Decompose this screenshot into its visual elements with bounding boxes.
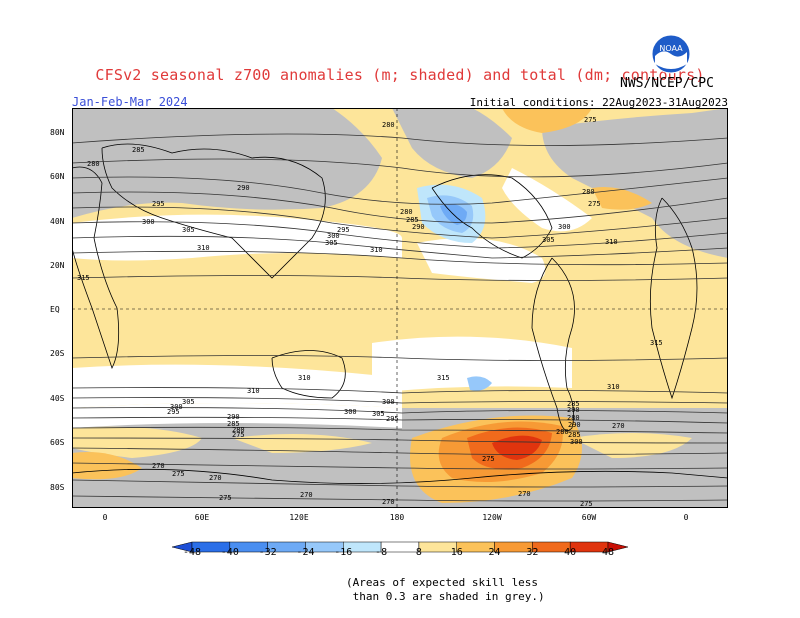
contour-label: 300 bbox=[344, 408, 357, 416]
contour-label: 295 bbox=[152, 200, 165, 208]
skill-footnote: (Areas of expected skill less than 0.3 a… bbox=[346, 576, 545, 603]
noaa-logo-text: NOAA bbox=[659, 44, 683, 53]
lon-label-120e: 120E bbox=[289, 513, 309, 522]
contour-label: 290 bbox=[237, 184, 250, 192]
contour-label: 310 bbox=[605, 238, 618, 246]
contour-label: 275 bbox=[588, 200, 601, 208]
contour-label: 270 bbox=[612, 422, 625, 430]
contour-label: 275 bbox=[482, 455, 495, 463]
lat-label-80s: 80S bbox=[50, 483, 65, 492]
lon-label-180: 180 bbox=[389, 513, 405, 522]
colorbar-arrow-right bbox=[607, 541, 628, 553]
contour-label: 290 bbox=[567, 406, 580, 414]
contour-label: 290 bbox=[412, 223, 425, 231]
colorbar-tick-label: -16 bbox=[334, 547, 353, 558]
contour-label: 275 bbox=[584, 116, 597, 124]
map-canvas: 280 275 285 280 290 295 300 305 310 315 … bbox=[72, 108, 728, 508]
colorbar-tick-label: 48 bbox=[601, 547, 615, 558]
contour-label: 280 bbox=[582, 188, 595, 196]
lat-label-60s: 60S bbox=[50, 438, 65, 447]
lon-label-0-east: 0 bbox=[683, 513, 689, 522]
contour-label: 275 bbox=[232, 431, 245, 439]
contour-label: 285 bbox=[132, 146, 145, 154]
contour-label: 280 bbox=[382, 121, 395, 129]
chart-title: CFSv2 seasonal z700 anomalies (m; shaded… bbox=[95, 66, 705, 84]
contour-label: 280 bbox=[567, 414, 580, 422]
contour-label: 305 bbox=[182, 398, 195, 406]
colorbar-tick-label: 40 bbox=[564, 547, 577, 558]
contour-label: 310 bbox=[370, 246, 383, 254]
contour-label: 290 bbox=[568, 421, 581, 429]
lon-label-0: 0 bbox=[102, 513, 108, 522]
contour-label: 295 bbox=[167, 408, 180, 416]
agency-label: NWS/NCEP/CPC bbox=[620, 76, 714, 91]
contour-label: 305 bbox=[542, 236, 555, 244]
contours bbox=[72, 133, 728, 502]
colorbar-tick-label: 16 bbox=[450, 547, 463, 558]
reference-lines bbox=[72, 108, 728, 508]
contour-label: 270 bbox=[152, 462, 165, 470]
contour-label: 300 bbox=[142, 218, 155, 226]
season-label: Jan-Feb-Mar 2024 bbox=[72, 95, 188, 109]
contour-label: 285 bbox=[227, 420, 240, 428]
contour-label: 310 bbox=[247, 387, 260, 395]
colorbar-tick-label: -40 bbox=[220, 547, 239, 558]
colorbar-tick-label: 32 bbox=[526, 547, 539, 558]
contour-label: 300 bbox=[170, 403, 183, 411]
lon-label-60e: 60E bbox=[194, 513, 210, 522]
contour-label: 285 bbox=[406, 216, 419, 224]
colorbar-tick-label: -8 bbox=[375, 547, 388, 558]
contour-label: 315 bbox=[650, 339, 663, 347]
colorbar-tick-label: -48 bbox=[182, 547, 202, 558]
contour-label: 280 bbox=[556, 428, 569, 436]
contour-label: 290 bbox=[227, 413, 240, 421]
colorbar-tick-label: -32 bbox=[258, 547, 277, 558]
contour-label-group: 280 275 285 280 290 295 300 305 310 315 … bbox=[77, 116, 663, 508]
lon-label-60w: 60W bbox=[581, 513, 597, 522]
lat-label-20n: 20N bbox=[50, 261, 65, 270]
colorbar-tick-label: 8 bbox=[415, 547, 422, 558]
contour-label: 295 bbox=[386, 415, 399, 423]
lat-label-40n: 40N bbox=[50, 217, 65, 226]
initial-conditions-label: Initial conditions: 22Aug2023-31Aug2023 bbox=[469, 96, 728, 109]
contour-label: 305 bbox=[372, 410, 385, 418]
contour-label: 310 bbox=[607, 383, 620, 391]
lat-label-40s: 40S bbox=[50, 394, 65, 403]
colorbar-tick-label: 24 bbox=[488, 547, 501, 558]
noaa-logo: NOAA bbox=[651, 34, 691, 74]
lat-label-20s: 20S bbox=[50, 349, 65, 358]
contour-label: 285 bbox=[568, 431, 581, 439]
contour-label: 275 bbox=[172, 470, 185, 478]
contour-label: 305 bbox=[182, 226, 195, 234]
contour-label: 280 bbox=[232, 426, 245, 434]
contour-label: 280 bbox=[400, 208, 413, 216]
colorbar-tick-label: -24 bbox=[296, 547, 315, 558]
lat-label-80n: 80N bbox=[50, 128, 65, 137]
contour-label: 280 bbox=[87, 160, 100, 168]
contour-label: 310 bbox=[298, 374, 311, 382]
lon-label-120w: 120W bbox=[482, 513, 502, 522]
contour-label: 270 bbox=[382, 498, 395, 506]
world-map: 280 275 285 280 290 295 300 305 310 315 … bbox=[72, 108, 728, 508]
contour-label: 315 bbox=[437, 374, 450, 382]
contour-label: 270 bbox=[300, 491, 313, 499]
map-frame bbox=[72, 108, 728, 508]
contour-label: 295 bbox=[337, 226, 350, 234]
contour-label: 275 bbox=[580, 500, 593, 508]
contour-label: 300 bbox=[570, 438, 583, 446]
coastlines bbox=[72, 143, 728, 484]
lat-label-60n: 60N bbox=[50, 172, 65, 181]
contour-label: 300 bbox=[558, 223, 571, 231]
contour-label: 300 bbox=[327, 232, 340, 240]
contour-label: 310 bbox=[197, 244, 210, 252]
contour-label: 275 bbox=[219, 494, 232, 502]
contour-label: 270 bbox=[518, 490, 531, 498]
contour-label: 270 bbox=[209, 474, 222, 482]
contour-label: 300 bbox=[382, 398, 395, 406]
contour-label: 285 bbox=[567, 400, 580, 408]
contour-label: 305 bbox=[325, 239, 338, 247]
colorbar bbox=[172, 541, 628, 553]
contour-label: 315 bbox=[77, 274, 90, 282]
lat-label-eq: EQ bbox=[50, 305, 60, 314]
